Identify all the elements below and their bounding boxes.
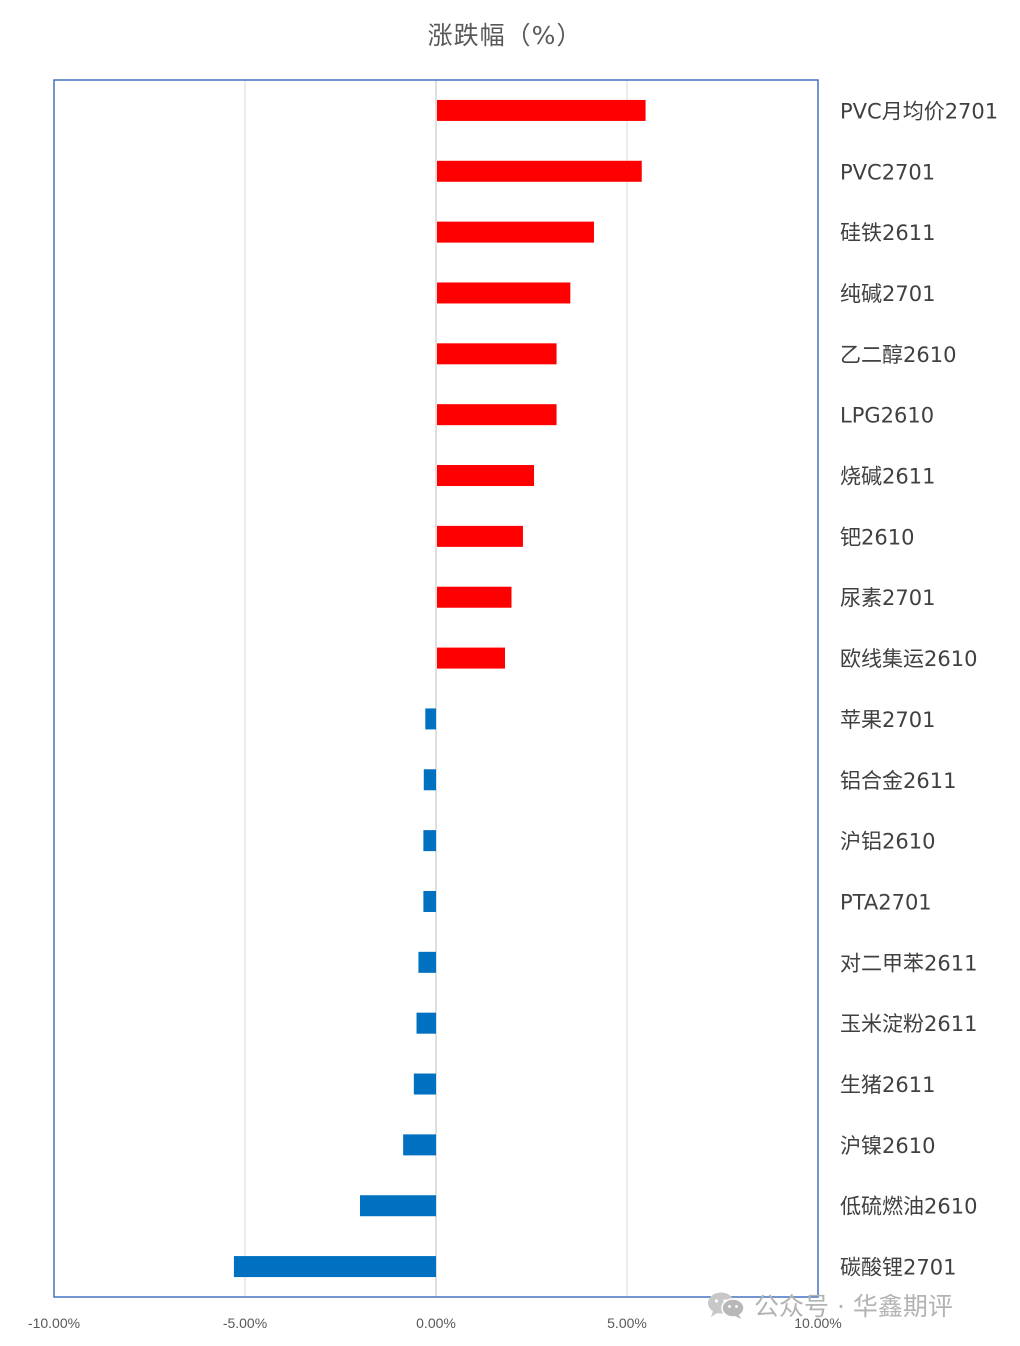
category-label: 乙二醇2610 — [840, 343, 956, 367]
bar — [437, 525, 523, 547]
bar — [423, 769, 436, 791]
category-label: 苹果2701 — [840, 708, 935, 732]
bar — [437, 647, 505, 669]
category-label: 碳酸锂2701 — [840, 1256, 956, 1280]
watermark-text: 公众号 · 华鑫期评 — [754, 1292, 953, 1321]
category-label: 欧线集运2610 — [840, 647, 977, 671]
bar — [437, 282, 571, 304]
category-label: 沪镍2610 — [840, 1134, 935, 1158]
bar — [437, 586, 512, 608]
category-label: 尿素2701 — [840, 586, 935, 610]
category-label: 钯2610 — [840, 525, 914, 549]
x-tick-label: 10.00% — [794, 1315, 841, 1331]
category-label: 铝合金2611 — [840, 769, 956, 793]
category-label: 低硫燃油2610 — [840, 1195, 977, 1219]
category-label: 对二甲苯2611 — [840, 951, 977, 975]
bar — [437, 465, 535, 487]
bar — [413, 1073, 436, 1095]
category-label: 沪铝2610 — [840, 830, 935, 854]
category-label: 烧碱2611 — [840, 465, 935, 489]
bar — [425, 708, 436, 730]
plot-frame — [53, 79, 819, 1298]
category-label: 生猪2611 — [840, 1073, 935, 1097]
category-label: PTA2701 — [840, 890, 932, 914]
chart-title: 涨跌幅（%） — [427, 21, 583, 50]
category-label: LPG2610 — [840, 404, 934, 428]
bar — [233, 1256, 436, 1278]
bar — [418, 951, 436, 973]
bar — [423, 830, 436, 852]
bar — [437, 221, 595, 243]
category-label: 硅铁2611 — [840, 221, 935, 245]
bar — [437, 99, 646, 121]
x-tick-label: 0.00% — [416, 1315, 456, 1331]
category-label: 纯碱2701 — [840, 282, 935, 306]
x-tick-label: -10.00% — [28, 1315, 80, 1331]
x-tick-label: 5.00% — [607, 1315, 647, 1331]
category-label: PVC2701 — [840, 160, 935, 184]
bar — [359, 1195, 436, 1217]
bar — [437, 404, 557, 426]
bar — [403, 1134, 436, 1156]
watermark: 公众号 · 华鑫期评 — [706, 1288, 953, 1322]
category-label: PVC月均价2701 — [840, 99, 998, 123]
bar — [416, 1012, 436, 1034]
bar — [423, 890, 436, 912]
category-label: 玉米淀粉2611 — [840, 1012, 977, 1036]
wechat-icon — [708, 1292, 745, 1319]
x-tick-label: -5.00% — [223, 1315, 267, 1331]
bar — [437, 343, 557, 365]
bar — [437, 160, 642, 182]
